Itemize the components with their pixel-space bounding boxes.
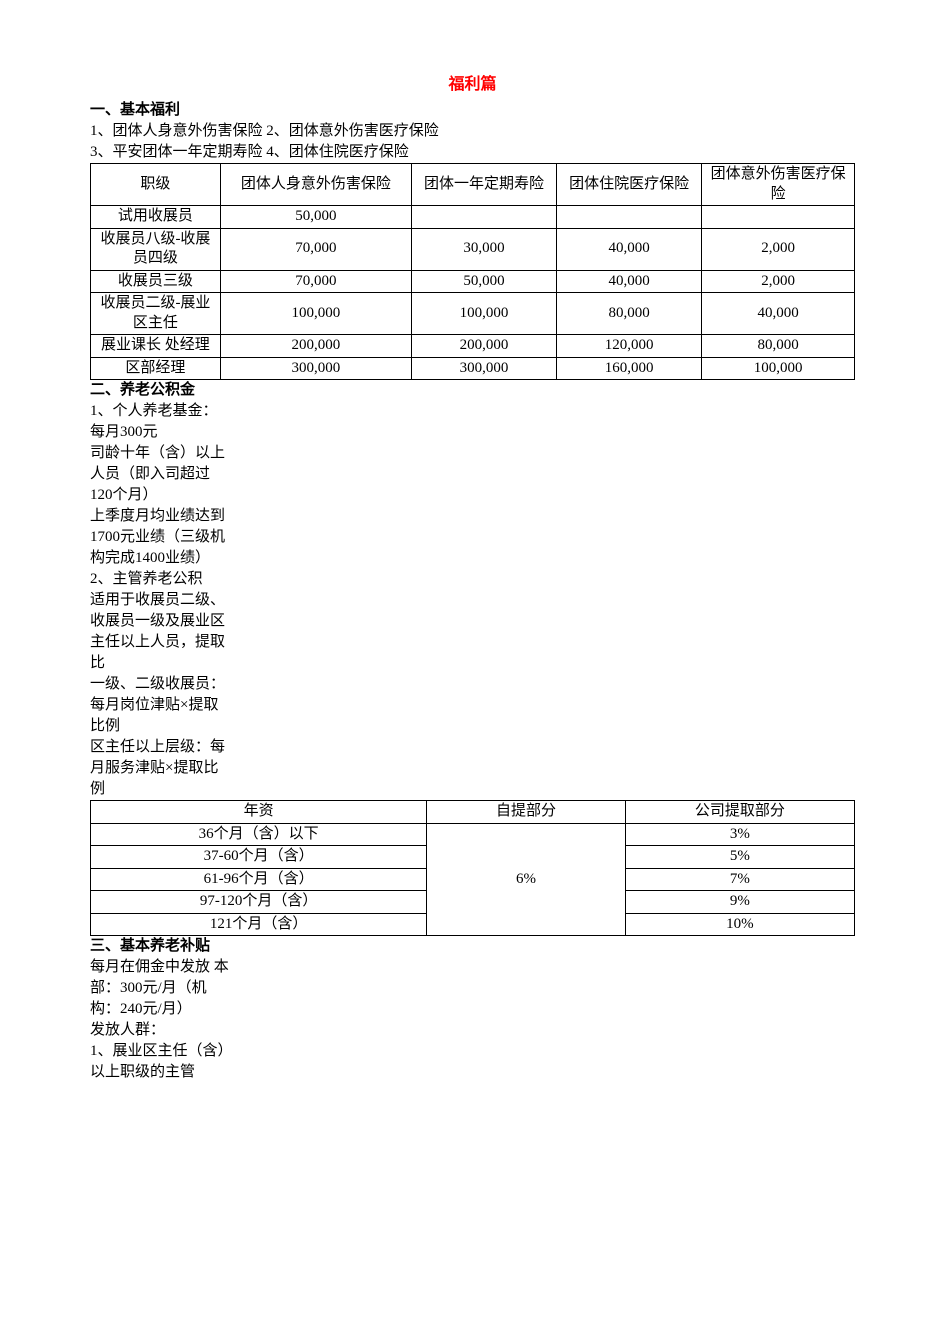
t2-cell: 3% xyxy=(625,823,854,846)
t2-cell: 10% xyxy=(625,913,854,936)
t2-cell: 36个月（含）以下 xyxy=(91,823,427,846)
t1-cell: 区部经理 xyxy=(91,357,221,380)
t1-cell: 100,000 xyxy=(220,293,411,335)
t1-cell: 300,000 xyxy=(220,357,411,380)
table-row: 36个月（含）以下 6% 3% xyxy=(91,823,855,846)
t1-cell xyxy=(702,206,855,229)
t1-cell: 2,000 xyxy=(702,228,855,270)
table-row: 展业课长 处经理 200,000 200,000 120,000 80,000 xyxy=(91,335,855,358)
t1-cell: 80,000 xyxy=(557,293,702,335)
t1-cell: 30,000 xyxy=(411,228,556,270)
t1-cell: 40,000 xyxy=(557,270,702,293)
section-3-heading: 三、基本养老补贴 xyxy=(90,936,230,957)
t2-cell: 121个月（含） xyxy=(91,913,427,936)
t2-h1: 自提部分 xyxy=(427,801,626,824)
t1-cell: 2,000 xyxy=(702,270,855,293)
section-2-line: 司龄十年（含）以上人员（即入司超过120个月） xyxy=(90,443,230,506)
section-2-heading: 二、养老公积金 xyxy=(90,380,230,401)
t1-cell: 收展员三级 xyxy=(91,270,221,293)
t1-cell xyxy=(557,206,702,229)
t2-cell: 5% xyxy=(625,846,854,869)
section-1-line-2: 3、平安团体一年定期寿险 4、团体住院医疗保险 xyxy=(90,142,855,163)
t1-cell: 50,000 xyxy=(411,270,556,293)
section-1-line-1: 1、团体人身意外伤害保险 2、团体意外伤害医疗保险 xyxy=(90,121,855,142)
t1-h0: 职级 xyxy=(91,164,221,206)
t2-h2: 公司提取部分 xyxy=(625,801,854,824)
t1-cell: 展业课长 处经理 xyxy=(91,335,221,358)
t1-cell: 160,000 xyxy=(557,357,702,380)
t1-h1: 团体人身意外伤害保险 xyxy=(220,164,411,206)
insurance-table: 职级 团体人身意外伤害保险 团体一年定期寿险 团体住院医疗保险 团体意外伤害医疗… xyxy=(90,163,855,380)
t2-selfpart-cell: 6% xyxy=(427,823,626,936)
t1-cell: 200,000 xyxy=(411,335,556,358)
t2-cell: 7% xyxy=(625,868,854,891)
section-2-line: 适用于收展员二级、收展员一级及展业区主任以上人员，提取比 xyxy=(90,590,230,674)
t2-cell: 9% xyxy=(625,891,854,914)
t1-cell: 120,000 xyxy=(557,335,702,358)
table-header-row: 职级 团体人身意外伤害保险 团体一年定期寿险 团体住院医疗保险 团体意外伤害医疗… xyxy=(91,164,855,206)
t1-h4: 团体意外伤害医疗保险 xyxy=(702,164,855,206)
section-3-line: 每月在佣金中发放 本部：300元/月（机构：240元/月） xyxy=(90,957,230,1020)
t1-cell: 收展员二级-展业区主任 xyxy=(91,293,221,335)
section-2-line: 一级、二级收展员：每月岗位津贴×提取比例 xyxy=(90,674,230,737)
section-3-line: 1、展业区主任（含）以上职级的主管 xyxy=(90,1041,230,1083)
table-row: 试用收展员 50,000 xyxy=(91,206,855,229)
t1-cell: 70,000 xyxy=(220,270,411,293)
table-row: 收展员二级-展业区主任 100,000 100,000 80,000 40,00… xyxy=(91,293,855,335)
section-2-block: 二、养老公积金 1、个人养老基金：每月300元 司龄十年（含）以上人员（即入司超… xyxy=(90,380,230,800)
t1-cell: 300,000 xyxy=(411,357,556,380)
table-header-row: 年资 自提部分 公司提取部分 xyxy=(91,801,855,824)
t1-cell: 40,000 xyxy=(702,293,855,335)
t1-cell: 80,000 xyxy=(702,335,855,358)
t1-cell: 40,000 xyxy=(557,228,702,270)
t1-h3: 团体住院医疗保险 xyxy=(557,164,702,206)
t1-cell xyxy=(411,206,556,229)
section-1-heading: 一、基本福利 xyxy=(90,100,855,121)
table-row: 收展员八级-收展员四级 70,000 30,000 40,000 2,000 xyxy=(91,228,855,270)
document-title: 福利篇 xyxy=(90,70,855,94)
t1-cell: 100,000 xyxy=(702,357,855,380)
table-row: 收展员三级 70,000 50,000 40,000 2,000 xyxy=(91,270,855,293)
section-3-block: 三、基本养老补贴 每月在佣金中发放 本部：300元/月（机构：240元/月） 发… xyxy=(90,936,230,1083)
table-row: 区部经理 300,000 300,000 160,000 100,000 xyxy=(91,357,855,380)
t1-cell: 试用收展员 xyxy=(91,206,221,229)
t2-cell: 61-96个月（含） xyxy=(91,868,427,891)
t2-cell: 97-120个月（含） xyxy=(91,891,427,914)
section-3-line: 发放人群： xyxy=(90,1020,230,1041)
section-2-line: 上季度月均业绩达到1700元业绩（三级机构完成1400业绩） xyxy=(90,506,230,569)
section-2-line: 2、主管养老公积 xyxy=(90,569,230,590)
seniority-table: 年资 自提部分 公司提取部分 36个月（含）以下 6% 3% 37-60个月（含… xyxy=(90,800,855,936)
t1-cell: 70,000 xyxy=(220,228,411,270)
t2-h0: 年资 xyxy=(91,801,427,824)
section-2-line: 区主任以上层级：每月服务津贴×提取比例 xyxy=(90,737,230,800)
t1-h2: 团体一年定期寿险 xyxy=(411,164,556,206)
t1-cell: 收展员八级-收展员四级 xyxy=(91,228,221,270)
section-2-line: 1、个人养老基金：每月300元 xyxy=(90,401,230,443)
t1-cell: 100,000 xyxy=(411,293,556,335)
t1-cell: 50,000 xyxy=(220,206,411,229)
t2-cell: 37-60个月（含） xyxy=(91,846,427,869)
t1-cell: 200,000 xyxy=(220,335,411,358)
